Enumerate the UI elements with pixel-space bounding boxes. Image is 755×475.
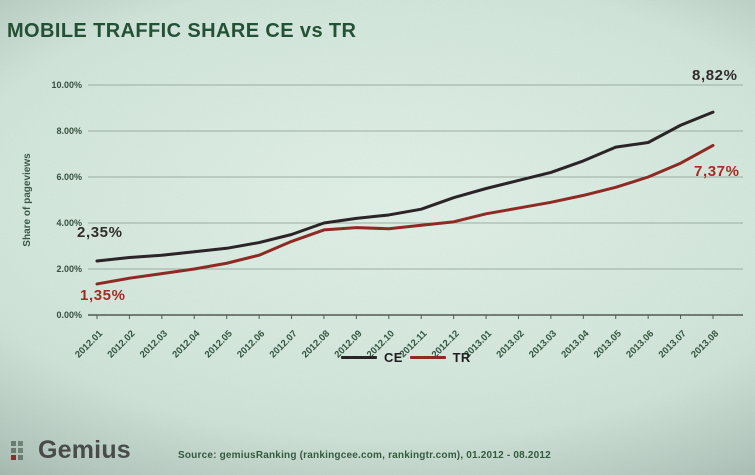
y-tick-label: 2.00%: [56, 264, 82, 274]
source-text: Source: gemiusRanking (rankingcee.com, r…: [178, 450, 551, 461]
data-label-tr-start: 1,35%: [80, 287, 126, 304]
legend: CE TR: [341, 350, 471, 365]
y-tick-label: 10.00%: [51, 80, 82, 90]
y-tick-label: 8.00%: [56, 126, 82, 136]
x-tick-label: 2012.05: [203, 328, 236, 361]
x-tick-label: 2013.04: [559, 328, 592, 361]
legend-label-ce: CE: [384, 350, 403, 365]
x-tick-label: 2013.05: [592, 328, 625, 361]
y-axis-title: Share of pageviews: [22, 153, 33, 247]
x-tick-label: 2012.04: [170, 328, 203, 361]
x-tick-label: 2012.07: [268, 328, 300, 360]
y-tick-label: 6.00%: [56, 172, 82, 182]
y-tick-label: 0.00%: [56, 310, 82, 320]
x-tick-label: 2013.07: [657, 328, 689, 360]
x-tick-label: 2012.02: [105, 328, 137, 360]
gemius-logo: Gemius: [10, 436, 131, 465]
legend-label-tr: TR: [452, 350, 471, 365]
pixel-grid-icon: [11, 440, 23, 460]
x-tick-label: 2012.01: [73, 328, 106, 361]
x-tick-label: 2013.08: [689, 328, 721, 360]
x-tick-label: 2012.08: [300, 328, 332, 360]
logo-text: Gemius: [38, 436, 131, 464]
x-tick-label: 2012.03: [138, 328, 170, 360]
legend-swatch-tr: [409, 355, 446, 360]
x-tick-label: 2012.06: [235, 328, 267, 360]
x-tick-label: 2013.03: [527, 328, 559, 360]
legend-swatch-ce: [341, 355, 377, 360]
series-line-tr: [95, 143, 715, 286]
x-tick-label: 2013.02: [495, 328, 527, 360]
data-label-ce-end: 8,82%: [692, 67, 738, 84]
x-tick-label: 2013.06: [624, 328, 656, 360]
data-label-tr-end: 7,37%: [694, 163, 740, 180]
data-label-ce-start: 2,35%: [77, 224, 123, 241]
